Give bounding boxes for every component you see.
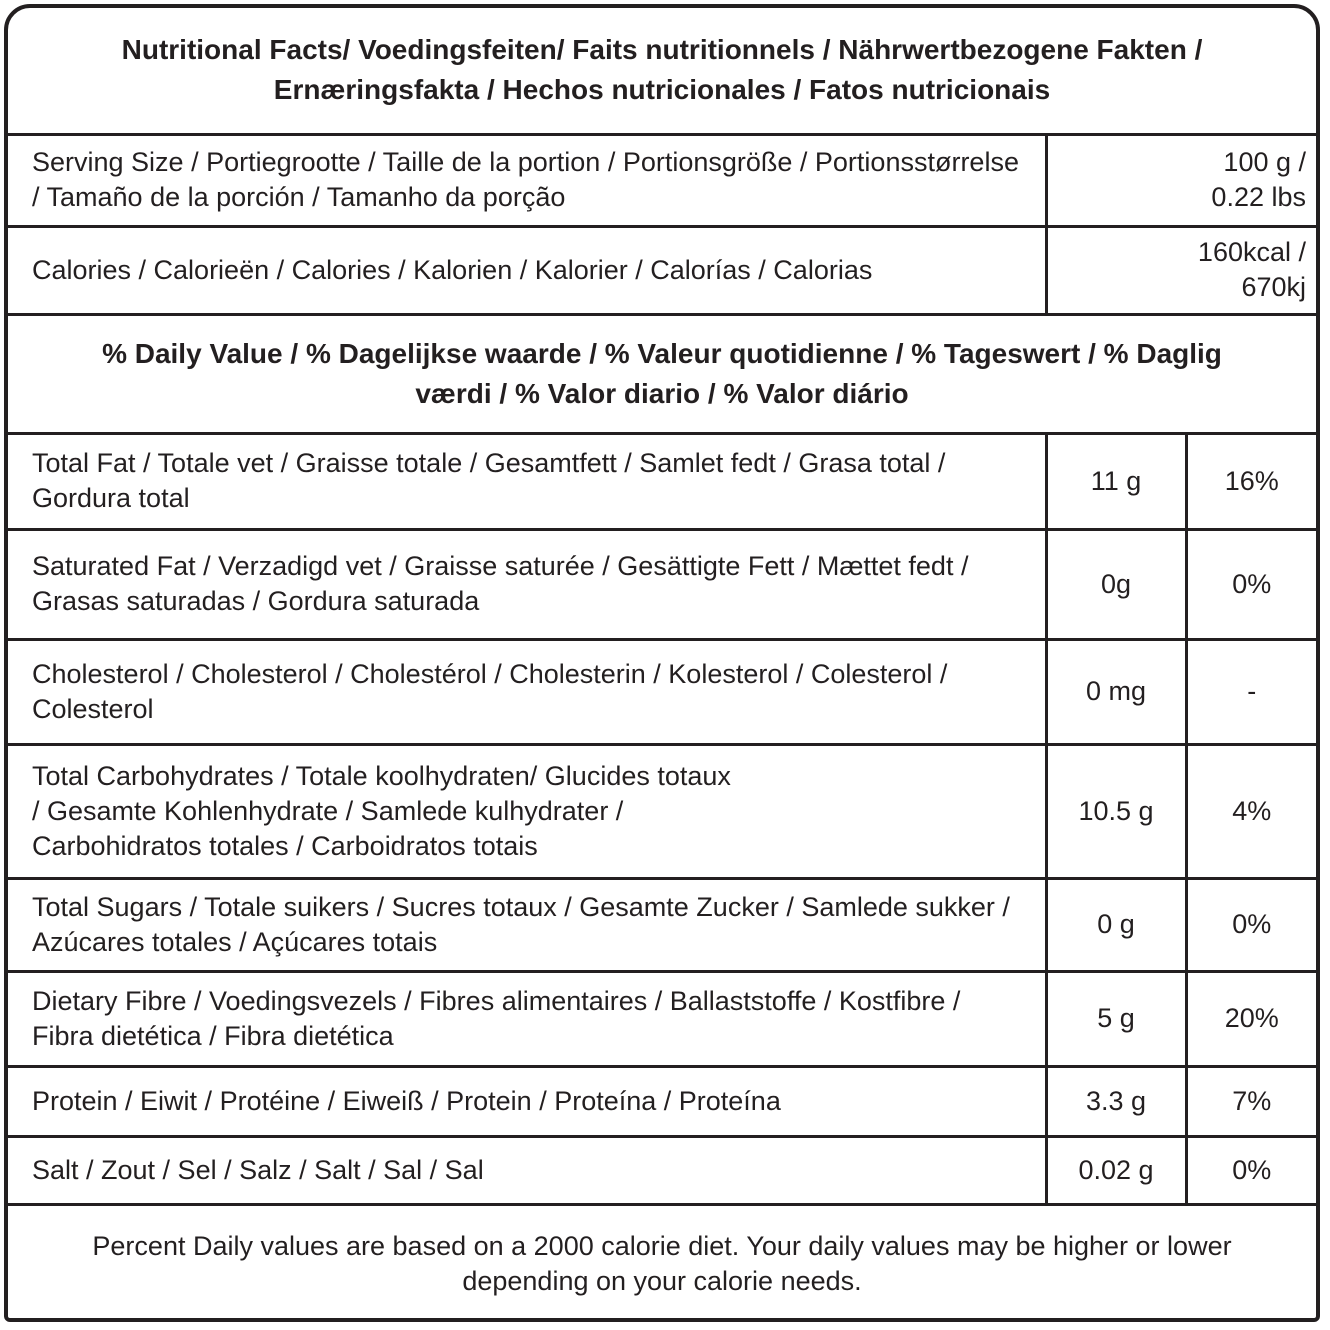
nutrient-label: Total Sugars / Totale suikers / Sucres t… bbox=[8, 876, 1046, 971]
nutrient-daily-value: 4% bbox=[1184, 742, 1316, 878]
nutrient-label: Cholesterol / Cholesterol / Cholestérol … bbox=[8, 637, 1046, 744]
nutrient-amount: 10.5 g bbox=[1044, 742, 1186, 878]
nutrition-table: Nutritional Facts/ Voedingsfeiten/ Faits… bbox=[8, 8, 1316, 1318]
calories-value: 160kcal / 670kj bbox=[1044, 224, 1316, 314]
nutrient-row: Total Fat / Totale vet / Graisse totale … bbox=[8, 431, 1316, 529]
nutrient-daily-value: 16% bbox=[1184, 431, 1316, 529]
nutrient-amount: 0 mg bbox=[1044, 637, 1186, 744]
nutrient-label: Total Carbohydrates / Totale koolhydrate… bbox=[8, 742, 1046, 878]
serving-value: 100 g / 0.22 lbs bbox=[1044, 132, 1316, 226]
nutrient-amount: 5 g bbox=[1044, 969, 1186, 1066]
nutrition-label: Nutritional Facts/ Voedingsfeiten/ Faits… bbox=[4, 4, 1320, 1322]
serving-row: Serving Size / Portiegrootte / Taille de… bbox=[8, 132, 1316, 226]
serving-label: Serving Size / Portiegrootte / Taille de… bbox=[8, 132, 1046, 226]
nutrient-daily-value: 7% bbox=[1184, 1064, 1316, 1136]
nutrient-label: Dietary Fibre / Voedingsvezels / Fibres … bbox=[8, 969, 1046, 1066]
nutrient-label: Salt / Zout / Sel / Salz / Salt / Sal / … bbox=[8, 1134, 1046, 1204]
nutrient-label: Total Fat / Totale vet / Graisse totale … bbox=[8, 431, 1046, 529]
nutrient-daily-value: 20% bbox=[1184, 969, 1316, 1066]
nutrient-row: Protein / Eiwit / Protéine / Eiweiß / Pr… bbox=[8, 1064, 1316, 1136]
calories-label: Calories / Calorieën / Calories / Kalori… bbox=[8, 224, 1046, 314]
nutrient-daily-value: 0% bbox=[1184, 876, 1316, 971]
nutrient-row: Cholesterol / Cholesterol / Cholestérol … bbox=[8, 637, 1316, 744]
nutrient-row: Total Sugars / Totale suikers / Sucres t… bbox=[8, 876, 1316, 971]
nutrient-label: Protein / Eiwit / Protéine / Eiweiß / Pr… bbox=[8, 1064, 1046, 1136]
calories-row: Calories / Calorieën / Calories / Kalori… bbox=[8, 224, 1316, 314]
nutrient-daily-value: 0% bbox=[1184, 1134, 1316, 1204]
nutrient-amount: 11 g bbox=[1044, 431, 1186, 529]
nutrient-row: Dietary Fibre / Voedingsvezels / Fibres … bbox=[8, 969, 1316, 1066]
nutrient-amount: 3.3 g bbox=[1044, 1064, 1186, 1136]
label-title: Nutritional Facts/ Voedingsfeiten/ Faits… bbox=[121, 34, 1203, 106]
nutrient-daily-value: 0% bbox=[1184, 527, 1316, 639]
nutrient-row: Salt / Zout / Sel / Salz / Salt / Sal / … bbox=[8, 1134, 1316, 1204]
nutrient-amount: 0g bbox=[1044, 527, 1186, 639]
nutrient-amount: 0 g bbox=[1044, 876, 1186, 971]
nutrient-row: Total Carbohydrates / Totale koolhydrate… bbox=[8, 742, 1316, 878]
daily-value-header: % Daily Value / % Dagelijkse waarde / % … bbox=[8, 312, 1316, 433]
nutrient-label: Saturated Fat / Verzadigd vet / Graisse … bbox=[8, 527, 1046, 639]
footnote: Percent Daily values are based on a 2000… bbox=[8, 1202, 1316, 1318]
nutrient-daily-value: - bbox=[1184, 637, 1316, 744]
nutrient-amount: 0.02 g bbox=[1044, 1134, 1186, 1204]
nutrient-row: Saturated Fat / Verzadigd vet / Graisse … bbox=[8, 527, 1316, 639]
